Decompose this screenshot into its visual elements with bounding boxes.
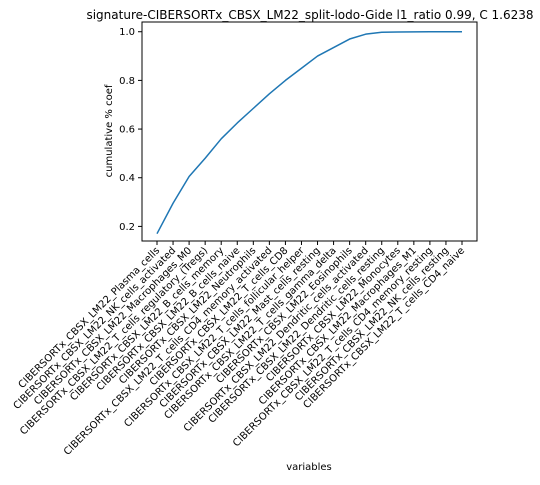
x-axis: CIBERSORTx_CBSX_LM22_Plasma_cellsCIBERSO… [12, 241, 467, 458]
plot-frame [141, 21, 478, 242]
y-tick-label: 0.8 [119, 76, 135, 87]
y-tick-label: 0.4 [119, 173, 135, 184]
y-axis: 0.2 0.4 0.6 0.8 1.0 [119, 27, 142, 233]
chart-title: signature-CIBERSORTx_CBSX_LM22_split-lod… [86, 8, 533, 22]
y-tick-label: 0.6 [119, 125, 135, 136]
y-axis-label: cumulative % coef [104, 84, 115, 177]
series-line [156, 30, 463, 235]
y-tick-label: 0.2 [119, 222, 135, 233]
x-axis-label: variables [286, 462, 332, 473]
y-tick-label: 1.0 [119, 27, 135, 38]
